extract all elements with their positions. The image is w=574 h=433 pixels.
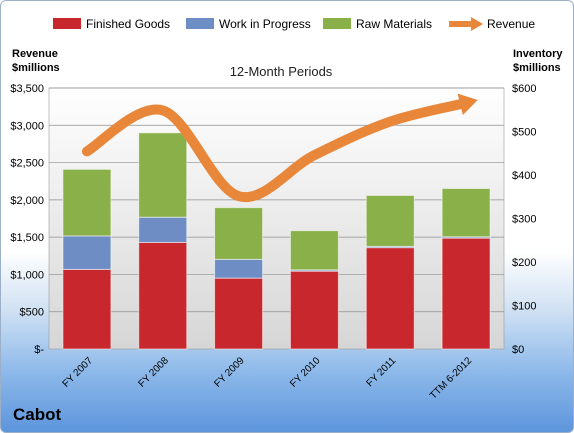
revenue-line [81, 97, 472, 203]
legend-arrow-icon [471, 17, 483, 31]
bar-raw-materials [365, 194, 415, 247]
bar-raw-materials [138, 132, 188, 218]
category-label-fy-2009: FY 2009 [212, 355, 247, 390]
right-tick-label: $300 [512, 214, 536, 226]
left-tick-label: $3,000 [10, 120, 44, 132]
bar-raw-materials [441, 187, 491, 238]
left-tick-label: $- [34, 344, 44, 356]
legend-label-work-in-progress: Work in Progress [219, 17, 311, 31]
bars [62, 132, 491, 350]
bar-raw-materials [289, 230, 339, 271]
category-label-fy-2011: FY 2011 [365, 355, 399, 389]
legend-swatch-raw-materials [323, 18, 351, 29]
left-axis-label-line1: Revenue [12, 48, 58, 60]
legend-label-raw-materials: Raw Materials [356, 17, 432, 31]
right-tick-label: $500 [512, 127, 536, 139]
bar-work-in-progress [214, 258, 264, 279]
right-axis-label-line2: $millions [513, 62, 561, 74]
gridlines [49, 87, 504, 313]
legend-label-revenue: Revenue [487, 17, 535, 31]
bar-work-in-progress [138, 216, 188, 243]
bar-finished-goods [138, 241, 188, 350]
left-axis-ticks: $- $500 $1,000 $1,500 $2,000 $2,500 $3,000 $3,5… [10, 83, 44, 356]
bar-finished-goods [289, 270, 339, 350]
company-name: Cabot [13, 405, 62, 424]
left-tick-label: $1,500 [10, 232, 44, 244]
right-tick-label: $400 [512, 170, 536, 182]
plot-area [48, 87, 505, 350]
revenue-line-layer [81, 93, 478, 203]
right-tick-label: $100 [512, 301, 536, 313]
bar-raw-materials [62, 168, 112, 237]
left-tick-label: $500 [20, 307, 44, 319]
legend-label-finished-goods: Finished Goods [86, 17, 170, 31]
right-axis-label-line1: Inventory [513, 48, 563, 60]
right-tick-label: $600 [512, 83, 536, 95]
left-axis-label-line2: $millions [12, 62, 60, 74]
left-tick-label: $2,000 [10, 195, 44, 207]
left-tick-label: $2,500 [10, 158, 44, 170]
bar-finished-goods [365, 247, 415, 350]
category-axis-labels: FY 2007 FY 2008 FY 2009 FY 2010 FY 2011 TTM 6… [61, 355, 475, 402]
right-tick-label: $200 [512, 257, 536, 269]
left-tick-label: $1,000 [10, 269, 44, 281]
chart-title: 12-Month Periods [230, 64, 333, 79]
revenue-arrowhead [457, 93, 478, 116]
bar-raw-materials [214, 207, 264, 260]
bar-finished-goods [441, 237, 491, 350]
category-label-fy-2008: FY 2008 [136, 355, 171, 390]
bar-work-in-progress [62, 235, 112, 270]
bar-finished-goods [62, 268, 112, 350]
category-label-fy-2010: FY 2010 [288, 355, 323, 390]
right-tick-label: $0 [512, 344, 524, 356]
legend-swatch-finished-goods [53, 18, 81, 29]
bar-finished-goods [214, 277, 264, 350]
legend-swatch-work-in-progress [186, 18, 214, 29]
category-label-ttm-6-2012: TTM 6-2012 [428, 355, 475, 402]
left-tick-label: $3,500 [10, 83, 44, 95]
category-label-fy-2007: FY 2007 [61, 355, 96, 390]
right-axis-ticks: $0 $100 $200 $300 $400 $500 $600 [512, 83, 536, 356]
legend: Finished Goods Work in Progress Raw Materi… [53, 17, 535, 31]
